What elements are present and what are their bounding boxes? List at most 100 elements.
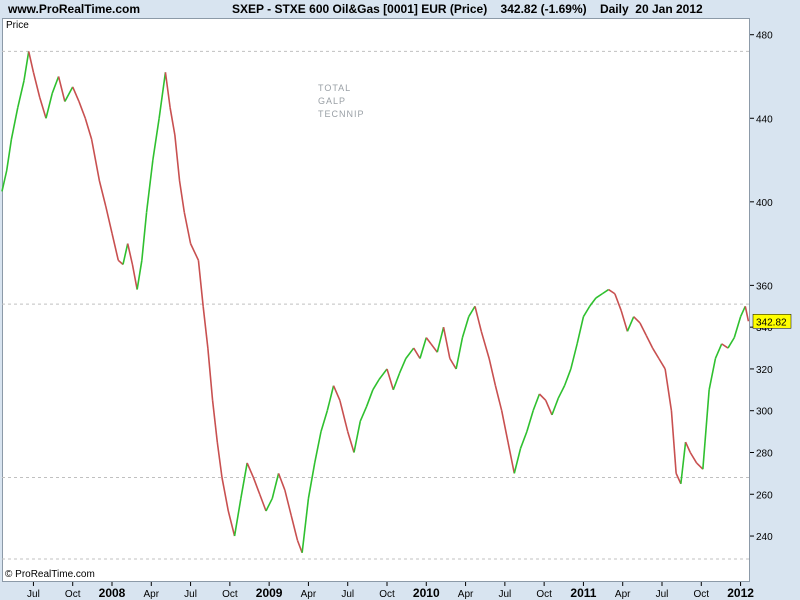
x-tick-label: 2010 (413, 586, 440, 600)
y-tick-label: 260 (756, 490, 773, 501)
price-segment (359, 406, 368, 422)
price-segment (425, 337, 432, 345)
price-segment (32, 72, 41, 98)
price-segment (117, 259, 124, 266)
price-segment (670, 410, 677, 474)
price-segment (301, 498, 310, 553)
y-tick-label: 440 (756, 114, 773, 125)
x-tick-label: Jul (27, 589, 40, 600)
chart-title: SXEP - STXE 600 Oil&Gas [0001] EUR (Pric… (232, 2, 703, 16)
x-tick-label: Apr (301, 589, 317, 600)
price-segment (633, 316, 641, 324)
price-segment (332, 385, 341, 401)
y-axis-label: Price (6, 20, 29, 31)
price-segment (207, 347, 214, 401)
price-segment (570, 343, 578, 370)
price-segment (398, 358, 407, 374)
x-tick-label: 2012 (727, 586, 754, 600)
price-segment (258, 493, 267, 512)
price-segment (557, 385, 566, 399)
title-bar: www.ProRealTime.com SXEP - STXE 600 Oil&… (0, 0, 800, 18)
price-segment (84, 118, 93, 140)
price-segment (689, 452, 698, 464)
price-segment (727, 337, 735, 349)
price-segment (601, 288, 610, 295)
price-segment (145, 159, 154, 213)
price-segment (5, 139, 13, 171)
price-segment (442, 326, 451, 359)
price-segment (152, 118, 160, 161)
price-segment (378, 368, 388, 380)
price-segment (519, 431, 528, 449)
y-tick-label: 400 (756, 198, 773, 209)
price-segment (271, 473, 280, 499)
price-segment (480, 331, 490, 359)
x-tick-label: Jul (184, 589, 197, 600)
last-value-box (752, 314, 792, 329)
price-segment (474, 306, 483, 332)
price-segment (246, 462, 255, 478)
x-tick-label: Oct (222, 589, 238, 600)
price-segment (449, 358, 457, 370)
price-segment (582, 305, 591, 318)
price-segment (639, 322, 648, 336)
price-segment (436, 326, 445, 353)
y-tick-label: 240 (756, 532, 773, 543)
x-tick-label: Apr (458, 589, 474, 600)
price-segment (651, 347, 660, 359)
price-segment (544, 399, 553, 416)
price-segment (680, 441, 687, 484)
price-segment (494, 385, 503, 411)
x-tick-label: 2008 (99, 586, 126, 600)
price-segment (563, 368, 572, 386)
price-segment (468, 305, 476, 318)
price-segment (136, 260, 143, 290)
price-segment (626, 316, 635, 332)
price-segment (141, 212, 148, 261)
y-tick-label: 300 (756, 407, 773, 418)
x-tick-label: Oct (65, 589, 81, 600)
price-segment (339, 400, 349, 432)
y-tick-label: 480 (756, 31, 773, 42)
price-segment (326, 385, 335, 411)
price-segment (576, 316, 585, 345)
price-segment (313, 431, 322, 464)
price-segment (658, 358, 666, 370)
plot-area[interactable] (2, 18, 750, 582)
price-segment (131, 264, 138, 290)
price-segment (684, 441, 692, 453)
price-segment (608, 288, 616, 295)
price-segment (589, 297, 597, 307)
price-segment (290, 514, 299, 541)
price-segment (64, 86, 74, 102)
price-segment (488, 358, 497, 386)
price-segment (419, 337, 428, 359)
price-segment (551, 397, 560, 416)
x-tick-label: Oct (694, 589, 710, 600)
last-value-label: 342.82 (756, 317, 787, 328)
site-url[interactable]: www.ProRealTime.com (8, 2, 141, 16)
price-segment (526, 410, 534, 432)
price-segment (405, 347, 415, 359)
x-tick-label: Jul (341, 589, 354, 600)
price-segment (513, 448, 522, 474)
price-segment (296, 539, 303, 554)
price-segment (320, 410, 329, 432)
price-segment (90, 139, 101, 182)
price-segment (38, 97, 47, 119)
price-segment (98, 180, 107, 207)
price-segment (714, 343, 723, 359)
x-tick-label: Apr (144, 589, 160, 600)
price-segment (500, 410, 509, 443)
price-segment (174, 134, 181, 182)
price-segment (240, 462, 248, 499)
y-tick-label: 340 (756, 323, 773, 334)
price-segment (538, 393, 547, 401)
annotation-galp: GALP (318, 96, 347, 106)
price-segment (307, 462, 316, 499)
price-segment (189, 243, 200, 261)
price-segment (365, 389, 374, 407)
price-segment (392, 372, 401, 391)
copyright: © ProRealTime.com (5, 569, 95, 580)
